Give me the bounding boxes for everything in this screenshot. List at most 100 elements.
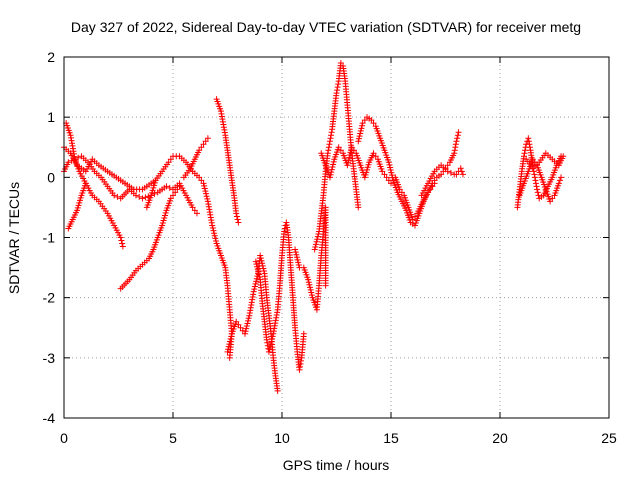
data-point [201, 185, 208, 192]
data-point [118, 237, 125, 244]
data-point [163, 183, 170, 190]
data-point [347, 149, 354, 156]
data-point [355, 204, 362, 211]
data-point [160, 217, 167, 224]
data-point [151, 179, 158, 186]
series-track-d [65, 180, 89, 232]
data-point [201, 182, 208, 189]
data-point [328, 129, 335, 136]
data-point [281, 228, 288, 235]
data-point [148, 189, 155, 196]
axis-ticks: 0 5 10 15 20 25 -4 -3 -2 -1 0 1 2 [43, 49, 617, 446]
data-point [191, 207, 198, 214]
data-point [306, 281, 313, 288]
data-point [242, 328, 249, 335]
series-track-o [418, 162, 466, 199]
data-point [250, 288, 257, 295]
data-point [293, 254, 300, 261]
data-point [189, 204, 196, 211]
data-point [549, 195, 556, 202]
data-point [305, 276, 312, 283]
data-point [520, 153, 527, 160]
data-point [252, 258, 259, 265]
data-point [167, 195, 174, 202]
chart-title: Day 327 of 2022, Sidereal Day-to-day VTE… [71, 19, 581, 35]
data-point [202, 188, 209, 195]
data-point [345, 159, 352, 166]
data-point [77, 194, 84, 201]
data-point [269, 333, 276, 340]
data-point [337, 147, 344, 154]
data-point [329, 164, 336, 171]
data-point [388, 172, 395, 179]
x-tick-label: 25 [601, 430, 617, 446]
data-point [296, 363, 303, 370]
data-point [534, 186, 541, 193]
data-point [346, 151, 353, 158]
data-point [522, 147, 529, 154]
data-point [260, 268, 267, 275]
data-point [335, 81, 342, 88]
series-track-j [252, 219, 307, 373]
data-point [295, 259, 302, 266]
data-point [335, 144, 342, 151]
data-point [74, 204, 81, 211]
data-point [76, 199, 83, 206]
data-point [226, 338, 233, 345]
data-point [532, 177, 539, 184]
data-point [365, 161, 372, 168]
data-point [119, 240, 126, 247]
series-track-g [180, 135, 211, 181]
data-point [76, 197, 83, 204]
data-point [307, 284, 314, 291]
series-track-l [311, 60, 362, 253]
data-point [346, 154, 353, 161]
x-tick-label: 5 [169, 430, 177, 446]
data-point [252, 280, 259, 287]
data-point [159, 222, 166, 229]
data-point [355, 138, 362, 145]
data-point [114, 193, 121, 200]
data-marks [61, 60, 567, 394]
data-point [324, 150, 331, 157]
data-point [235, 321, 242, 328]
data-point [212, 235, 219, 242]
data-point [547, 198, 554, 205]
data-point [312, 243, 319, 250]
data-point [237, 324, 244, 331]
data-point [526, 144, 533, 151]
data-point [453, 171, 460, 178]
data-point [257, 252, 264, 259]
data-point [255, 271, 262, 278]
data-point [431, 177, 438, 184]
data-point [459, 171, 466, 178]
data-point [170, 192, 176, 199]
data-point [224, 348, 231, 355]
data-point [322, 282, 329, 289]
data-point [300, 330, 307, 337]
data-point [251, 286, 258, 293]
data-point [149, 187, 156, 194]
data-point [361, 117, 368, 124]
data-point [350, 147, 357, 154]
data-point [292, 246, 299, 253]
data-point [233, 318, 240, 325]
series-track-i [224, 252, 281, 394]
data-point [132, 192, 139, 199]
data-point [359, 120, 366, 127]
data-point [117, 234, 124, 241]
data-point [202, 138, 209, 145]
data-point [298, 357, 305, 364]
data-point [521, 150, 528, 157]
data-point [258, 257, 265, 264]
data-point [532, 180, 539, 187]
data-point [388, 169, 395, 176]
data-point [364, 164, 371, 171]
data-point [259, 260, 266, 267]
data-point [525, 135, 532, 142]
data-point [355, 135, 362, 142]
y-tick-label: 2 [47, 49, 55, 65]
data-point [243, 323, 250, 330]
series-track-c [63, 120, 126, 250]
